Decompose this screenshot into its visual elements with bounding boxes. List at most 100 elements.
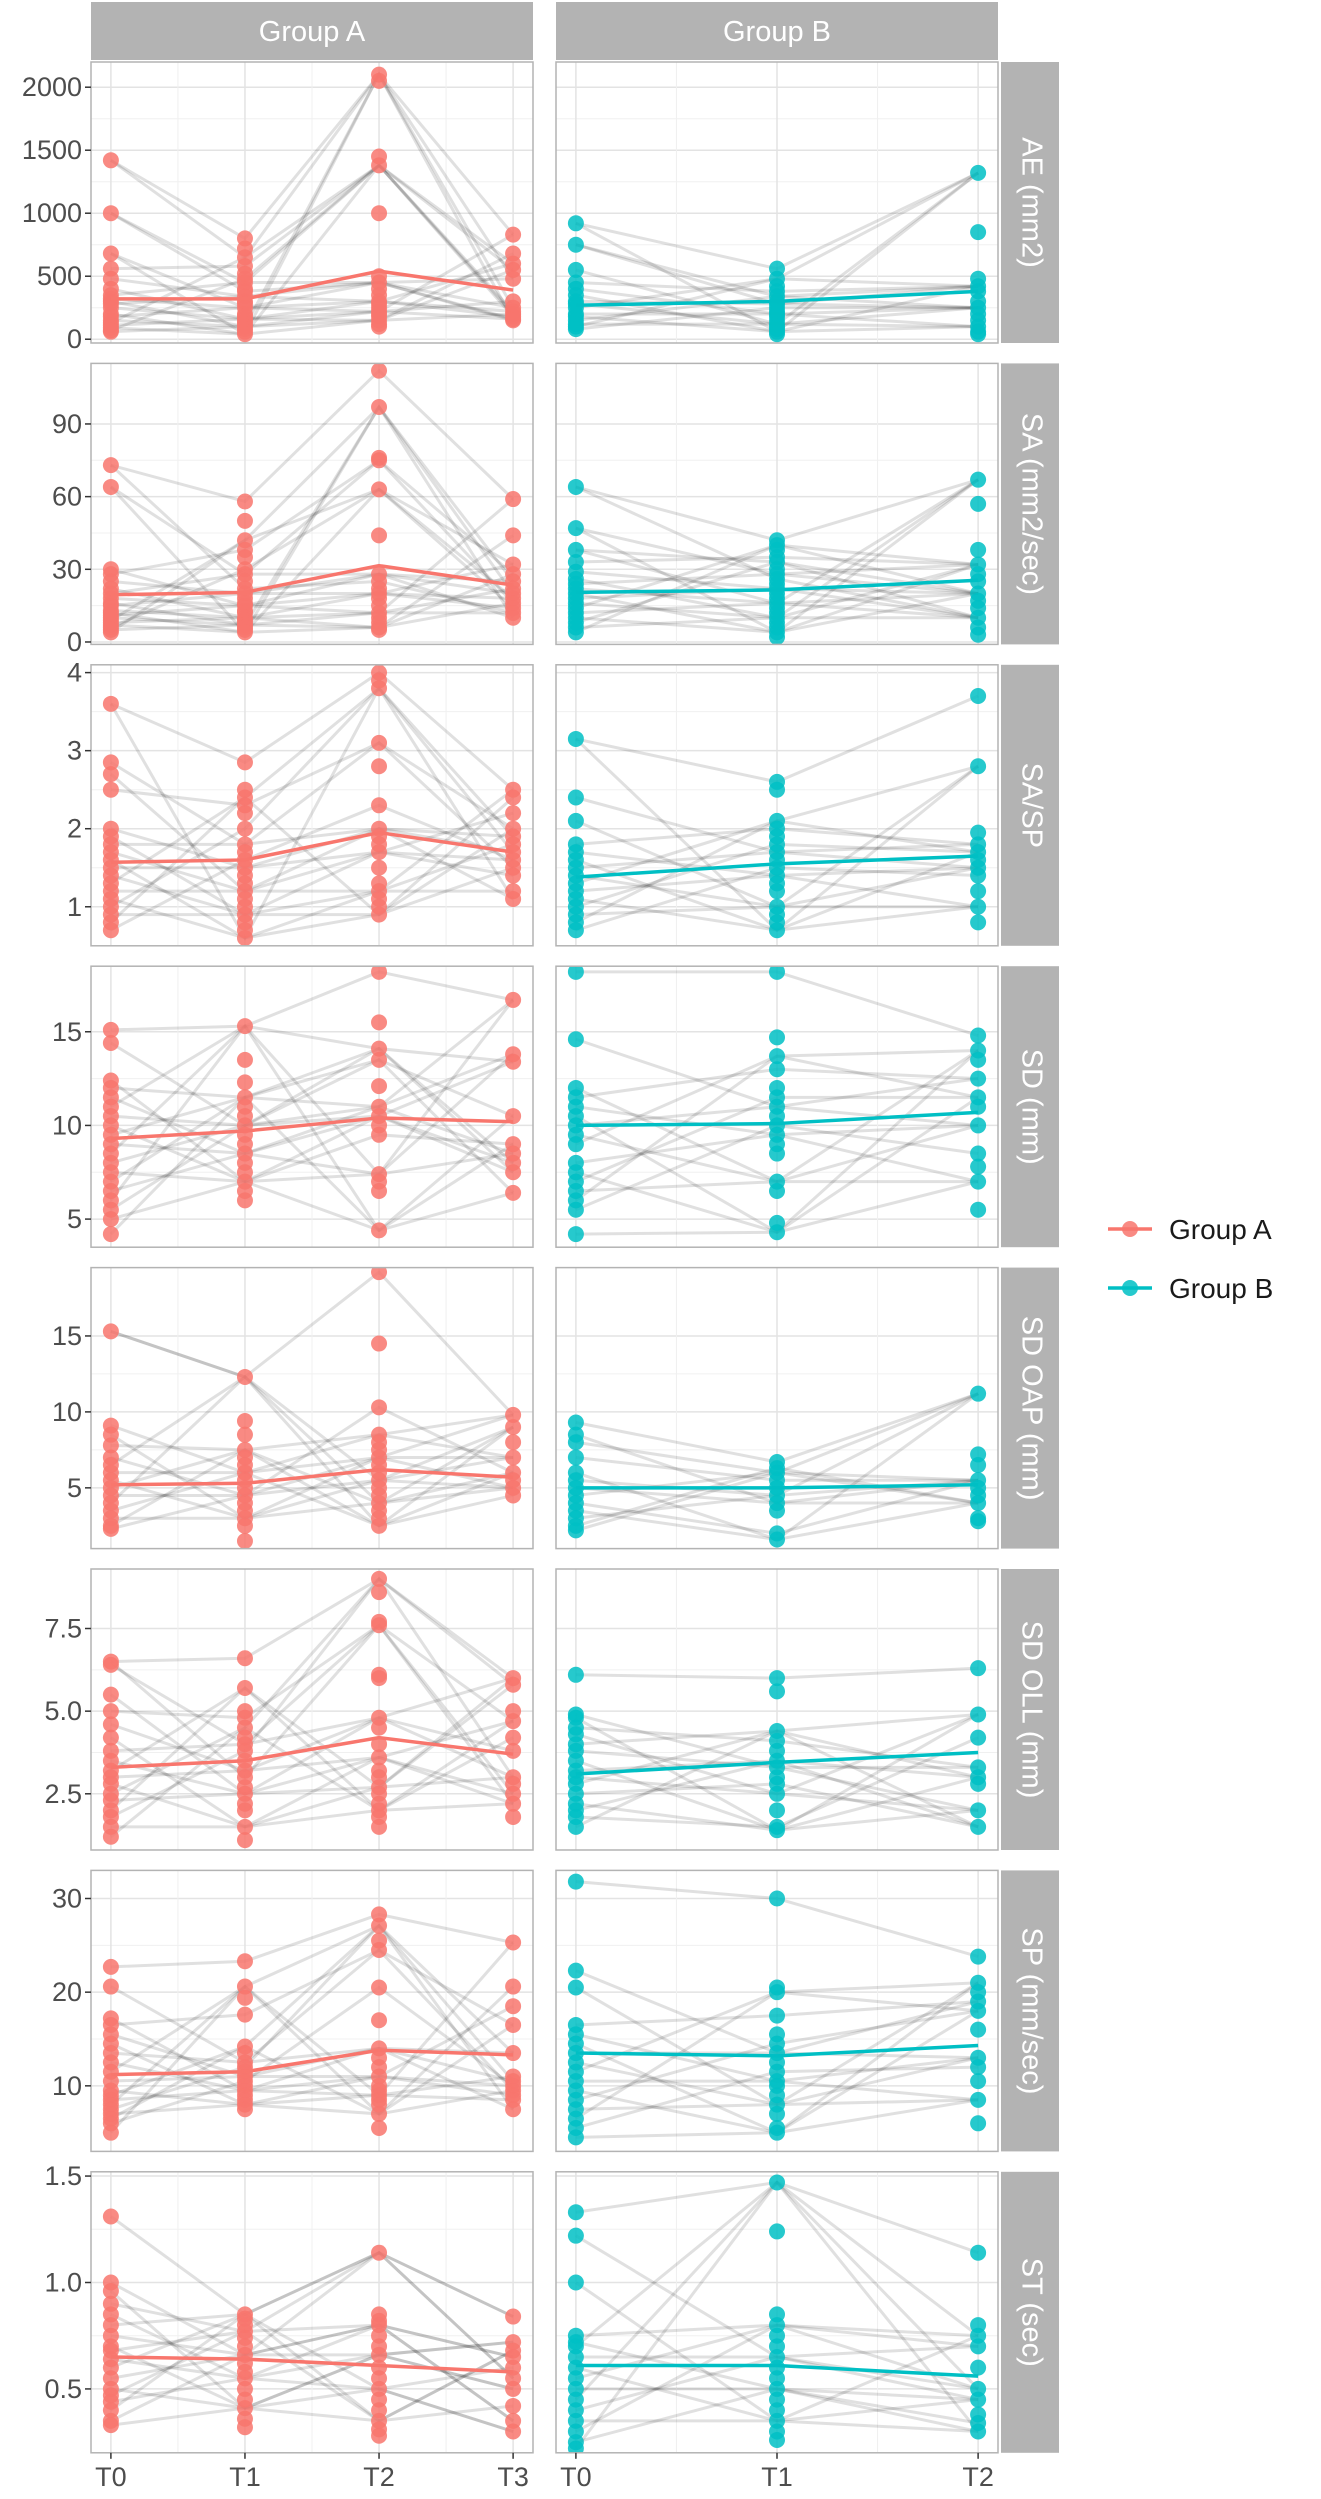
subject-trajectory	[110, 2250, 515, 2412]
panel-content	[102, 1906, 522, 2141]
subject-trajectory	[110, 1923, 515, 2120]
data-point	[970, 1173, 987, 1190]
row-strip-label: SP (mm/sec)	[1015, 1927, 1047, 2094]
data-point	[505, 2380, 522, 2397]
mean-line	[110, 830, 514, 865]
subject-trajectory	[110, 281, 514, 310]
subject-trajectory	[110, 2329, 514, 2423]
subject-trajectory	[110, 163, 515, 332]
data-point	[505, 270, 522, 287]
panel-content	[567, 1660, 987, 1839]
data-point	[567, 1522, 584, 1539]
data-point	[567, 1962, 584, 1979]
data-point	[505, 1795, 522, 1812]
panel-border	[90, 1568, 534, 1851]
subject-trajectory	[110, 587, 514, 620]
data-point	[970, 2059, 987, 2076]
data-point	[567, 2204, 584, 2221]
data-point	[102, 1323, 119, 1340]
data-point	[970, 1660, 987, 1677]
data-point	[371, 2119, 388, 2136]
data-point	[102, 1035, 119, 1052]
data-point	[970, 1706, 987, 1723]
panel-border	[555, 1266, 999, 1550]
subject-trajectory	[110, 572, 514, 596]
data-point	[505, 1998, 522, 2015]
y-tick-label: 2	[67, 814, 82, 844]
data-point	[567, 624, 584, 641]
data-point	[505, 2308, 522, 2325]
y-tick-label: 90	[52, 409, 82, 439]
subject-trajectory	[110, 1719, 514, 1796]
data-point	[371, 844, 388, 861]
subject-trajectory	[110, 2313, 514, 2380]
data-point	[236, 1018, 253, 1035]
subject-trajectory	[110, 2323, 514, 2423]
data-point	[567, 1979, 584, 1996]
subject-trajectory	[110, 1623, 514, 1723]
data-point	[769, 2174, 785, 2191]
row-strip	[1001, 2171, 1059, 2453]
data-point	[236, 2101, 253, 2118]
data-point	[371, 1040, 388, 1057]
data-point	[236, 1650, 253, 1667]
data-point	[236, 1953, 253, 1970]
y-tick-label: 1000	[22, 198, 82, 228]
data-point	[102, 781, 119, 798]
data-point	[567, 1136, 584, 1153]
subject-trajectory	[110, 2312, 514, 2433]
legend-key-point	[1122, 1280, 1138, 1296]
subject-trajectory	[110, 487, 514, 634]
data-point	[102, 1021, 119, 1038]
data-point	[102, 2124, 119, 2141]
data-point	[970, 867, 987, 884]
data-point	[371, 1818, 388, 1835]
panel-content	[567, 966, 987, 1243]
row-strip-label: SA (mm2/sec)	[1015, 413, 1047, 595]
panel-content	[567, 2174, 987, 2453]
data-point	[567, 922, 584, 939]
data-point	[505, 1164, 522, 1181]
subject-trajectory	[109, 685, 515, 942]
mean-line	[575, 854, 979, 879]
data-point	[567, 2129, 584, 2146]
panel-content	[102, 966, 522, 1243]
subject-trajectory	[110, 567, 514, 608]
subject-trajectory	[110, 572, 514, 620]
data-point	[371, 318, 388, 335]
mean-line	[575, 289, 979, 307]
subject-trajectory	[110, 803, 514, 932]
y-tick-label: 0.5	[44, 2374, 82, 2404]
data-point	[505, 1487, 522, 1504]
panel	[90, 61, 534, 344]
data-point	[769, 2007, 785, 2024]
data-point	[371, 1749, 388, 1766]
data-point	[236, 1680, 253, 1697]
panel-content	[567, 688, 987, 939]
x-tick-label: T3	[497, 2462, 529, 2492]
data-point	[371, 1719, 388, 1736]
panel-border	[90, 61, 534, 344]
subject-trajectory	[110, 233, 514, 319]
data-point	[769, 1802, 785, 1819]
subject-trajectory	[110, 404, 515, 634]
data-point	[102, 1958, 119, 1975]
data-point	[505, 991, 522, 1008]
data-point	[505, 1676, 522, 1693]
data-point	[236, 1517, 253, 1534]
data-point	[970, 758, 987, 775]
data-point	[769, 2105, 785, 2122]
data-point	[769, 1890, 785, 1907]
subject-trajectory	[110, 2004, 514, 2093]
subject-trajectory	[110, 1405, 514, 1531]
data-point	[102, 624, 119, 641]
data-point	[102, 1520, 119, 1537]
panel-border	[555, 61, 999, 344]
data-point	[567, 261, 584, 278]
subject-trajectory	[110, 2334, 514, 2391]
subject-trajectory	[110, 1329, 514, 1528]
subject-trajectory	[110, 835, 514, 917]
data-point	[505, 1934, 522, 1951]
subject-trajectory	[110, 1984, 514, 2102]
